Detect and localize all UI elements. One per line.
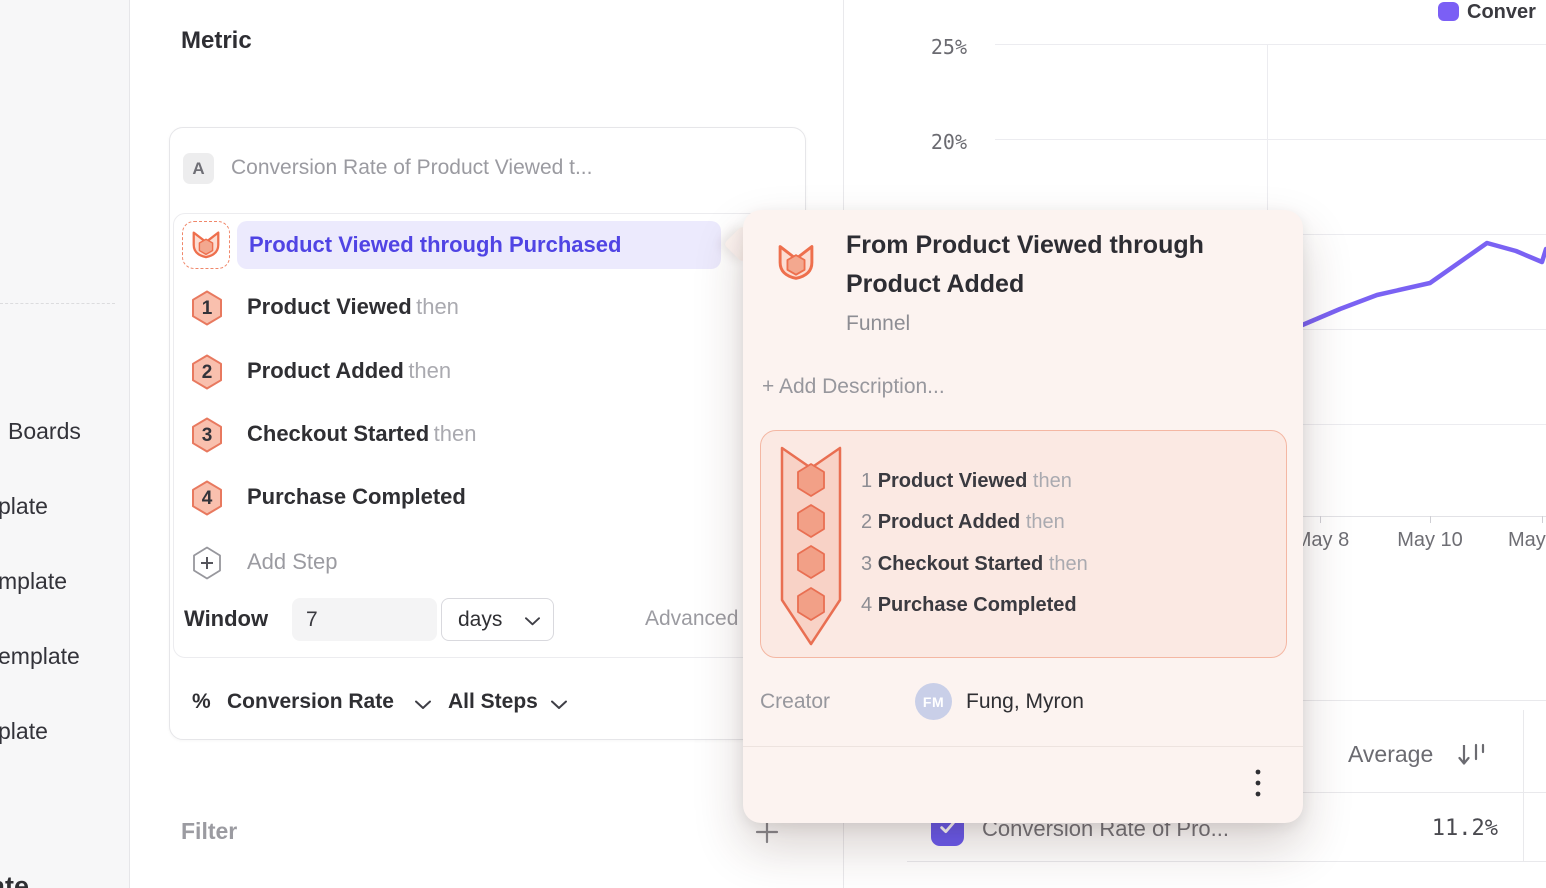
add-step-button[interactable]: Add Step	[247, 549, 338, 574]
creator-name: Fung, Myron	[966, 690, 1084, 713]
step-2-row[interactable]: Product Added then	[247, 358, 451, 384]
x-axis-label-may12: May	[1508, 529, 1546, 551]
filter-section-heading: Filter	[181, 818, 238, 844]
creator-avatar: FM	[915, 683, 952, 720]
window-unit-value: days	[458, 607, 503, 631]
popover-step-4: 4 Purchase Completed	[861, 594, 1077, 616]
chevron-down-icon[interactable]	[551, 697, 567, 715]
funnel-ribbon-icon	[777, 442, 845, 655]
gridline-25	[995, 44, 1546, 45]
step-3-suffix: then	[433, 421, 477, 446]
add-description-link[interactable]: + Add Description...	[762, 375, 945, 398]
popover-title: From Product Viewed through Product Adde…	[846, 231, 1204, 298]
plus-icon	[754, 820, 780, 849]
step-4-row[interactable]: Purchase Completed	[247, 484, 466, 510]
svg-text:4: 4	[202, 488, 213, 509]
svg-text:2: 2	[202, 362, 213, 383]
chevron-down-icon[interactable]	[415, 697, 431, 715]
table-column-divider	[1523, 710, 1524, 861]
step-2-name: Product Added	[247, 358, 404, 383]
popover-step-2: 2 Product Added then	[861, 511, 1065, 533]
average-column-header[interactable]: Average	[1348, 741, 1434, 767]
add-filter-button[interactable]	[754, 819, 780, 850]
x-tickmark	[1430, 516, 1431, 523]
svg-text:1: 1	[202, 298, 213, 319]
table-bottom-border	[907, 861, 1546, 862]
funnel-icon	[189, 226, 223, 265]
step-2-badge: 2	[190, 354, 224, 395]
step-1-suffix: then	[416, 294, 459, 319]
x-tickmark	[1542, 516, 1543, 523]
steps-scope-dropdown[interactable]: All Steps	[448, 690, 538, 713]
popover-funnel-summary-box: 1 Product Viewed then 2 Product Added th…	[760, 430, 1287, 658]
metric-title[interactable]: Conversion Rate of Product Viewed t...	[231, 156, 593, 179]
step-2-suffix: then	[408, 358, 452, 383]
sidebar: Boards plate mplate emplate plate ate	[0, 0, 130, 888]
legend-swatch	[1438, 2, 1459, 21]
advanced-link[interactable]: Advanced	[645, 607, 739, 630]
gridline-20	[995, 139, 1546, 140]
step-4-name: Purchase Completed	[247, 484, 466, 509]
window-value-input[interactable]	[292, 598, 437, 641]
window-unit-select[interactable]: days	[441, 598, 554, 641]
metric-type-dropdown[interactable]: Conversion Rate	[227, 690, 394, 713]
sidebar-divider	[0, 303, 115, 304]
sidebar-item-template-2[interactable]: mplate	[0, 568, 68, 594]
popover-step-3: 3 Checkout Started then	[861, 553, 1088, 575]
kebab-menu-icon	[1254, 769, 1262, 805]
chevron-down-icon	[525, 608, 540, 632]
step-1-name: Product Viewed	[247, 294, 412, 319]
step-3-row[interactable]: Checkout Started then	[247, 421, 476, 447]
y-axis-label-25: 25%	[930, 35, 967, 59]
funnel-event-icon-button[interactable]	[182, 221, 230, 269]
selected-event-pill[interactable]: Product Viewed through Purchased	[237, 221, 721, 269]
selected-event-label: Product Viewed through Purchased	[249, 232, 622, 257]
conversion-line-series	[1297, 240, 1546, 329]
percent-icon: %	[192, 690, 211, 713]
popover-type-label: Funnel	[846, 312, 911, 335]
table-row-average-value: 11.2%	[1431, 816, 1498, 841]
step-1-row[interactable]: Product Viewed then	[247, 294, 459, 320]
funnel-details-popover: From Product Viewed through Product Adde…	[743, 210, 1303, 823]
more-options-button[interactable]	[1254, 767, 1262, 806]
step-3-name: Checkout Started	[247, 421, 430, 446]
check-icon	[939, 820, 956, 839]
metric-a-badge: A	[183, 153, 214, 184]
legend-item[interactable]: Conver	[1467, 1, 1536, 23]
creator-label: Creator	[760, 690, 831, 713]
svg-text:3: 3	[202, 425, 213, 446]
funnel-definition-box	[173, 213, 801, 658]
step-3-badge: 3	[190, 417, 224, 458]
sidebar-item-template-3[interactable]: emplate	[0, 643, 80, 669]
sidebar-item-bottom-partial[interactable]: ate	[0, 871, 30, 888]
popover-divider	[743, 746, 1303, 747]
funnel-icon	[774, 238, 818, 287]
sidebar-item-template-4[interactable]: plate	[0, 718, 48, 744]
x-tickmark	[1320, 516, 1321, 523]
step-4-badge: 4	[190, 480, 224, 521]
step-1-badge: 1	[190, 290, 224, 331]
popover-step-1: 1 Product Viewed then	[861, 470, 1072, 492]
sidebar-item-boards[interactable]: Boards	[8, 418, 81, 444]
x-axis-label-may10: May 10	[1397, 529, 1463, 551]
add-step-icon	[191, 546, 223, 585]
sort-icon	[1456, 740, 1488, 775]
x-axis-label-may8: May 8	[1294, 529, 1350, 551]
metric-section-heading: Metric	[181, 27, 252, 54]
window-label: Window	[184, 606, 269, 631]
y-axis-label-20: 20%	[930, 130, 967, 154]
sidebar-item-template-1[interactable]: plate	[0, 493, 48, 519]
